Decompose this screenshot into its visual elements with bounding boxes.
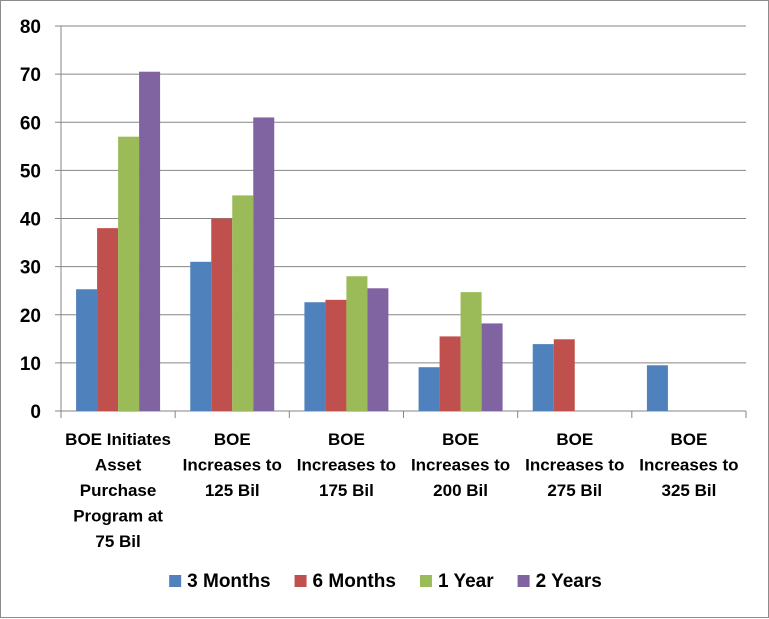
legend-label: 2 Years bbox=[536, 571, 602, 592]
y-tick-label: 70 bbox=[20, 65, 41, 86]
legend-label: 1 Year bbox=[438, 571, 494, 592]
bar-1-year bbox=[346, 276, 368, 411]
bar-3-months bbox=[190, 261, 212, 411]
gridlines bbox=[61, 25, 746, 364]
y-tick-label: 30 bbox=[20, 258, 41, 279]
legend-swatch bbox=[419, 575, 432, 587]
bar-6-months bbox=[211, 218, 233, 411]
bar-6-months bbox=[325, 299, 347, 411]
y-tick-label: 50 bbox=[20, 161, 41, 182]
category-labels: BOE Initiates Asset Purchase Program at 75 B… bbox=[65, 430, 738, 551]
legend: 3 Months 6 Months 1 Year 2 Years bbox=[169, 571, 602, 592]
y-tick-label: 10 bbox=[20, 354, 41, 375]
bar-2-years bbox=[481, 323, 503, 411]
category-label: BOE Increases to 275 Bil bbox=[525, 430, 624, 500]
bar-1-year bbox=[460, 292, 482, 411]
legend-item: 2 Years bbox=[517, 571, 602, 592]
bars bbox=[76, 71, 668, 411]
legend-item: 3 Months bbox=[169, 571, 271, 592]
legend-item: 1 Year bbox=[419, 571, 494, 592]
bar-3-months bbox=[76, 289, 98, 411]
bar-3-months bbox=[304, 302, 326, 411]
y-tick-label: 60 bbox=[20, 113, 41, 134]
bar-3-months bbox=[532, 344, 554, 411]
legend-item: 6 Months bbox=[294, 571, 396, 592]
y-tick-label: 40 bbox=[20, 210, 41, 231]
bar-2-years bbox=[367, 288, 389, 411]
bar-3-months bbox=[418, 367, 440, 411]
y-tick-label: 0 bbox=[30, 402, 41, 423]
y-tick-label: 20 bbox=[20, 306, 41, 327]
bar-6-months bbox=[97, 228, 119, 411]
bar-2-years bbox=[139, 71, 161, 411]
bar-3-months bbox=[646, 365, 668, 411]
axes bbox=[55, 25, 747, 418]
category-label: BOE Increases to 200 Bil bbox=[411, 430, 510, 500]
category-label: BOE Initiates Asset Purchase Program at 75 B… bbox=[65, 430, 171, 551]
legend-label: 6 Months bbox=[313, 571, 396, 592]
y-tick-label: 80 bbox=[20, 17, 41, 38]
bar-1-year bbox=[118, 136, 140, 411]
category-label: BOE Increases to 125 Bil bbox=[183, 430, 282, 500]
category-label: BOE Increases to 175 Bil bbox=[297, 430, 396, 500]
y-tick-labels: 0 10 20 30 40 50 60 70 80 bbox=[20, 17, 41, 423]
legend-swatch bbox=[169, 575, 182, 587]
bar-6-months bbox=[439, 336, 461, 411]
category-label: BOE Increases to 325 Bil bbox=[639, 430, 738, 500]
legend-label: 3 Months bbox=[187, 571, 270, 592]
legend-swatch bbox=[294, 575, 307, 587]
bar-1-year bbox=[232, 195, 254, 411]
bar-2-years bbox=[253, 117, 275, 411]
legend-swatch bbox=[517, 575, 530, 587]
bar-6-months bbox=[553, 339, 575, 411]
